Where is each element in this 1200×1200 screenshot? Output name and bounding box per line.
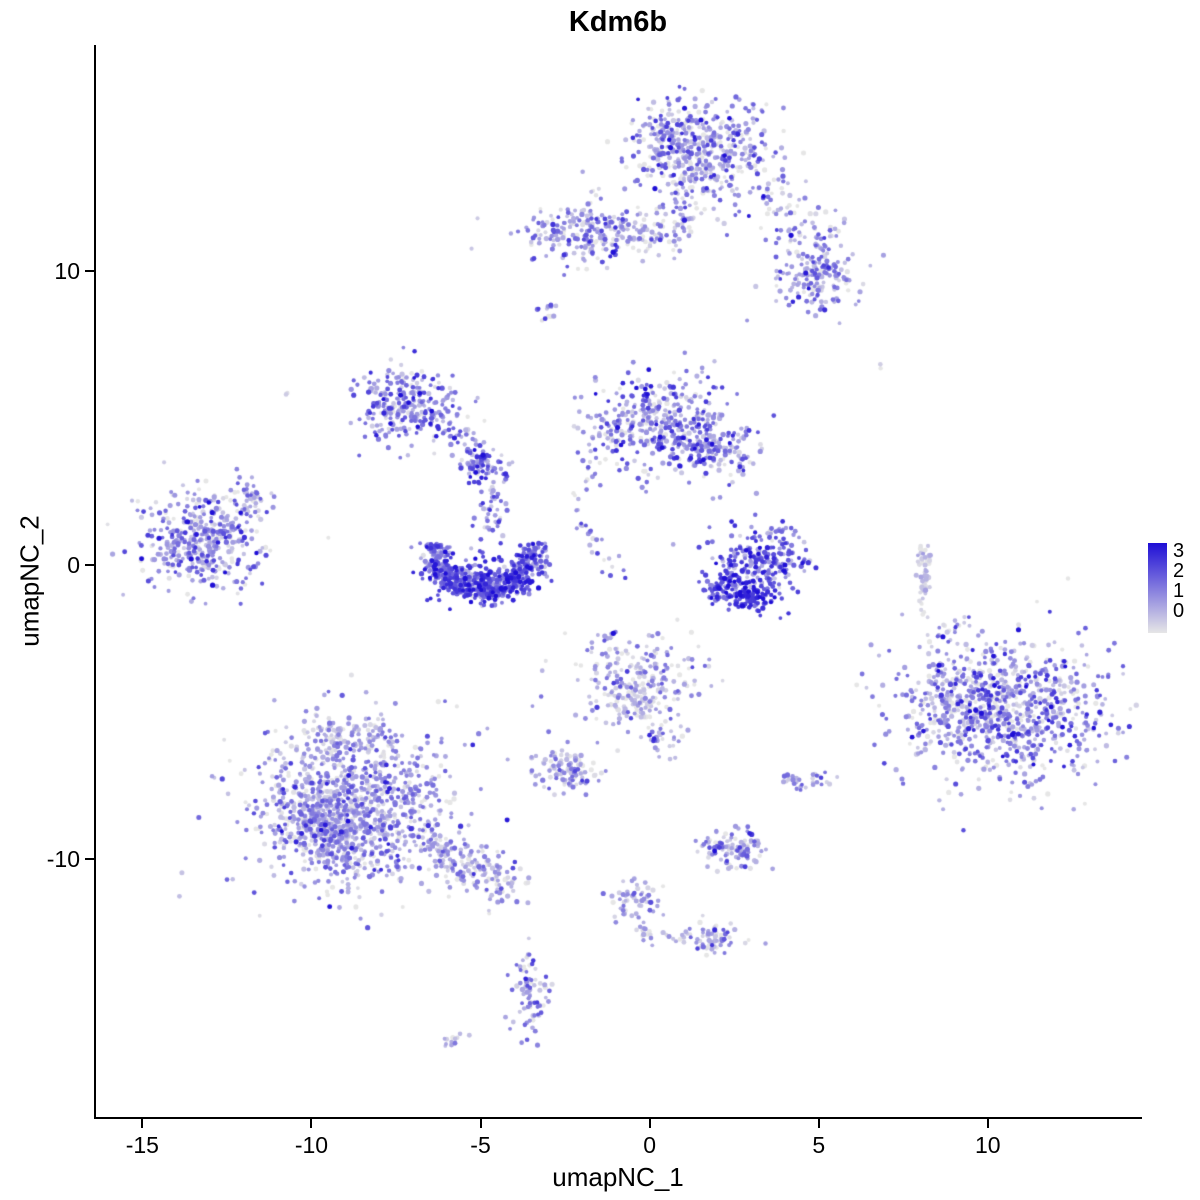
x-tick-label: 5 [812, 1132, 826, 1158]
x-tick-mark [648, 1119, 651, 1128]
y-tick-label: 10 [54, 258, 80, 285]
legend-label-1: 1 [1173, 580, 1185, 602]
y-tick-label: 0 [67, 551, 80, 578]
y-tick-mark [85, 857, 94, 860]
x-tick-label: -15 [125, 1132, 159, 1158]
x-tick-mark [986, 1119, 989, 1128]
legend-labels: 3 2 1 0 [1173, 541, 1184, 621]
y-tick-mark [85, 270, 94, 273]
x-axis-line [94, 1117, 1142, 1119]
x-tick-label: 10 [975, 1132, 1001, 1158]
legend-label-2: 2 [1173, 560, 1185, 582]
legend-gradient-bar [1148, 543, 1167, 633]
legend-label-3: 3 [1173, 540, 1185, 562]
y-axis-title: umapNC_2 [14, 515, 45, 647]
legend-label-0: 0 [1173, 600, 1185, 622]
x-tick-mark [141, 1119, 144, 1128]
x-tick-label: -5 [470, 1132, 491, 1158]
x-tick-mark [310, 1119, 313, 1128]
y-tick-mark [85, 563, 94, 566]
x-tick-label: -10 [294, 1132, 329, 1158]
y-tick-label: -10 [46, 845, 80, 872]
x-axis-title: umapNC_1 [552, 1162, 684, 1192]
x-tick-mark [817, 1119, 820, 1128]
x-tick-label: 0 [643, 1132, 657, 1158]
y-axis-line [94, 45, 96, 1119]
plot-title: Kdm6b [568, 6, 668, 38]
x-tick-mark [479, 1119, 482, 1128]
